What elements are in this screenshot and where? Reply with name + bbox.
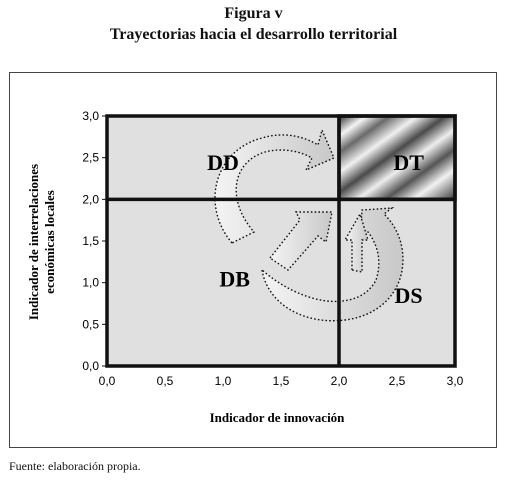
quadrant-labels: DD DT DB DS bbox=[207, 150, 424, 308]
x-tick-label: 2,0 bbox=[331, 374, 348, 388]
figure-heading: Figura v Trayectorias hacia el desarroll… bbox=[0, 4, 507, 46]
arrow-ds-up bbox=[343, 212, 369, 273]
y-tick-label: 2,5 bbox=[82, 151, 99, 165]
y-tick-label: 1,0 bbox=[82, 276, 99, 290]
x-tick-label: 1,0 bbox=[215, 374, 232, 388]
figure-title: Trayectorias hacia el desarrollo territo… bbox=[109, 26, 398, 43]
figure-label: Figura v bbox=[224, 5, 283, 22]
y-tick-label: 3,0 bbox=[82, 109, 99, 123]
x-tick-label: 1,5 bbox=[273, 374, 290, 388]
y-axis-label-line1: Indicador de interrelaciones bbox=[26, 164, 41, 320]
y-axis-label-line2: económicas locales bbox=[42, 190, 57, 294]
x-tick-label: 0,5 bbox=[157, 374, 174, 388]
y-tick-label: 1,5 bbox=[82, 234, 99, 248]
arrow-ds-to-dt bbox=[260, 207, 404, 322]
figure-source: Fuente: elaboración propia. bbox=[9, 459, 141, 473]
y-tick-label: 0,5 bbox=[82, 317, 99, 331]
quadrant-label-dd: DD bbox=[207, 150, 239, 175]
y-tick-label: 0,0 bbox=[82, 359, 99, 373]
quadrant-label-db: DB bbox=[219, 267, 250, 292]
quadrant-label-dt: DT bbox=[393, 150, 424, 175]
x-tick-label: 0,0 bbox=[99, 374, 116, 388]
dt-quadrant-border bbox=[337, 114, 457, 202]
y-tick-label: 2,0 bbox=[82, 192, 99, 206]
arrow-db-to-dd bbox=[268, 211, 333, 271]
y-axis-ticks: 0,0 0,5 1,0 1,5 2,0 2,5 3,0 bbox=[82, 109, 107, 373]
x-tick-label: 3,0 bbox=[447, 374, 464, 388]
x-tick-label: 2,5 bbox=[389, 374, 406, 388]
dt-quadrant-fill bbox=[339, 116, 455, 200]
x-axis-label: Indicador de innovación bbox=[210, 410, 346, 425]
quadrant-label-ds: DS bbox=[395, 283, 423, 308]
x-axis-ticks: 0,0 0,5 1,0 1,5 2,0 2,5 3,0 bbox=[99, 374, 464, 388]
arrow-db-to-dt bbox=[214, 127, 335, 244]
